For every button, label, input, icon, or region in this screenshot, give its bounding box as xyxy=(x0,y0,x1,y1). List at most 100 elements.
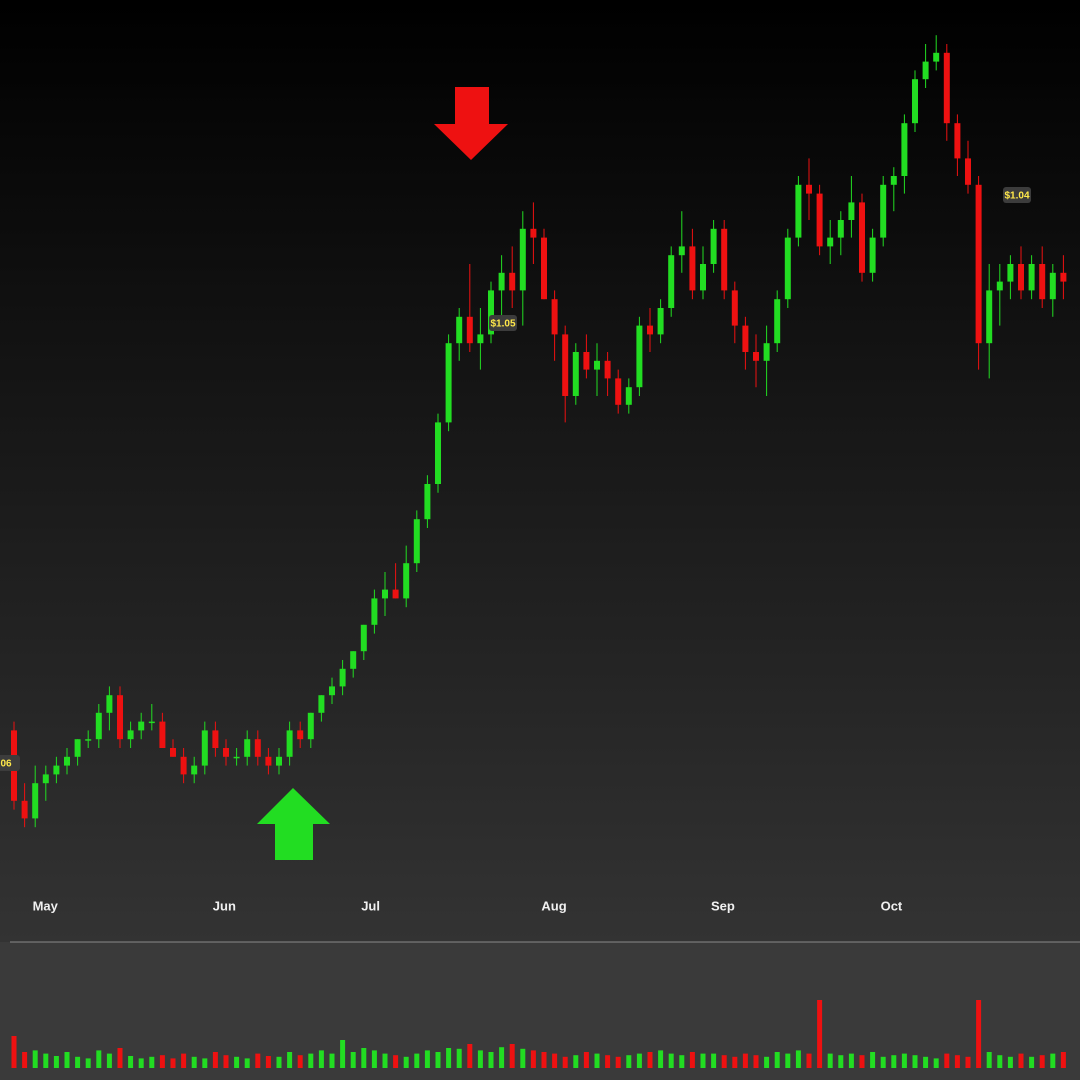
candle-body xyxy=(604,360,611,379)
candle-body xyxy=(223,748,229,757)
volume-bar xyxy=(170,1058,176,1068)
candle-body xyxy=(562,334,569,396)
volume-bar xyxy=(287,1052,293,1068)
volume-bar xyxy=(191,1056,197,1068)
candle-body xyxy=(191,765,198,775)
volume-bar xyxy=(456,1048,462,1068)
candle-body xyxy=(477,334,484,344)
candle-body xyxy=(488,290,494,335)
candle-body xyxy=(943,52,950,124)
volume-bar xyxy=(658,1050,664,1068)
candle-body xyxy=(827,237,834,247)
volume-bar xyxy=(75,1056,81,1068)
volume-bar xyxy=(827,1053,833,1068)
candle-body xyxy=(901,123,908,176)
up-arrow xyxy=(257,788,330,860)
candle-body xyxy=(594,360,600,370)
volume-bar xyxy=(774,1052,780,1068)
volume-bar xyxy=(223,1055,229,1068)
candle-body xyxy=(21,800,28,819)
candle-body xyxy=(85,739,92,741)
candle-body xyxy=(530,228,537,238)
candle-body xyxy=(64,756,70,766)
candle-body xyxy=(435,422,441,484)
volume-bar xyxy=(562,1056,568,1068)
candle-body xyxy=(350,651,357,669)
candle-body xyxy=(848,202,855,220)
volume-bar xyxy=(732,1056,738,1068)
candle-body xyxy=(127,730,134,740)
candle-body xyxy=(859,202,865,273)
candle-body xyxy=(657,308,664,335)
volume-bar xyxy=(234,1056,240,1068)
candle-body xyxy=(466,316,473,344)
price-pane xyxy=(0,0,1080,942)
candle-body xyxy=(1028,264,1035,291)
candle-body xyxy=(233,756,240,759)
candle-body xyxy=(541,237,547,300)
volume-bar xyxy=(997,1055,1003,1068)
volume-bar xyxy=(817,1000,823,1068)
candle-body xyxy=(106,695,113,713)
volume-bar xyxy=(689,1052,695,1068)
volume-bar xyxy=(85,1058,91,1068)
candle-body xyxy=(170,748,176,757)
candle-body xyxy=(509,272,516,291)
candle-body xyxy=(360,624,367,652)
volume-bar xyxy=(499,1047,505,1068)
volume-bar xyxy=(371,1050,377,1068)
volume-bar xyxy=(923,1056,929,1068)
price-tag-box xyxy=(1003,187,1031,203)
volume-bar xyxy=(859,1055,865,1068)
candle-body xyxy=(922,61,929,80)
candle-body xyxy=(806,184,812,194)
volume-bar xyxy=(711,1053,717,1068)
volume-bar xyxy=(1060,1052,1066,1068)
volume-bar xyxy=(944,1053,950,1068)
candle-body xyxy=(890,176,897,185)
candle-body xyxy=(265,756,272,766)
volume-bar xyxy=(64,1052,70,1068)
x-tick-label: Jul xyxy=(361,898,380,913)
volume-bar xyxy=(912,1055,918,1068)
volume-bar xyxy=(636,1053,642,1068)
candle-body xyxy=(138,721,145,731)
candle-body xyxy=(1018,264,1024,291)
volume-bar xyxy=(838,1055,844,1068)
volume-bar xyxy=(880,1056,886,1068)
volume-bar xyxy=(795,1050,801,1068)
candle-body xyxy=(731,290,738,326)
candle-body xyxy=(784,237,791,300)
labels: May Jun Jul Aug Sep Oct $1.05 $1.04 06 xyxy=(0,187,1031,913)
x-tick-label: May xyxy=(33,898,59,913)
candle-body xyxy=(297,730,304,740)
volume-bar xyxy=(785,1053,791,1068)
candle-body xyxy=(148,721,155,724)
volume-bar xyxy=(244,1058,250,1068)
volume-bar xyxy=(22,1052,28,1068)
volume-bar xyxy=(435,1052,441,1068)
candle-body xyxy=(254,739,261,757)
volume-bar xyxy=(467,1044,473,1068)
volume-bar xyxy=(106,1053,112,1068)
candle-body xyxy=(753,352,759,361)
candle-body xyxy=(392,589,399,599)
candle-body xyxy=(583,352,590,370)
volume-bar xyxy=(626,1055,632,1068)
volume-bar xyxy=(477,1050,483,1068)
candle-body xyxy=(689,246,696,291)
volume-bar xyxy=(679,1055,685,1068)
volume-bar xyxy=(255,1053,261,1068)
candle-body xyxy=(286,730,293,757)
candle-body xyxy=(763,343,770,361)
price-tag-box xyxy=(0,755,20,771)
candle-body xyxy=(795,184,802,238)
candle-body xyxy=(159,721,166,748)
volume-bar xyxy=(891,1055,897,1068)
volume-bar xyxy=(647,1052,653,1068)
candle-body xyxy=(721,228,728,291)
candle-body xyxy=(1049,272,1056,300)
volume-bar xyxy=(605,1055,611,1068)
candle-body xyxy=(636,325,643,388)
